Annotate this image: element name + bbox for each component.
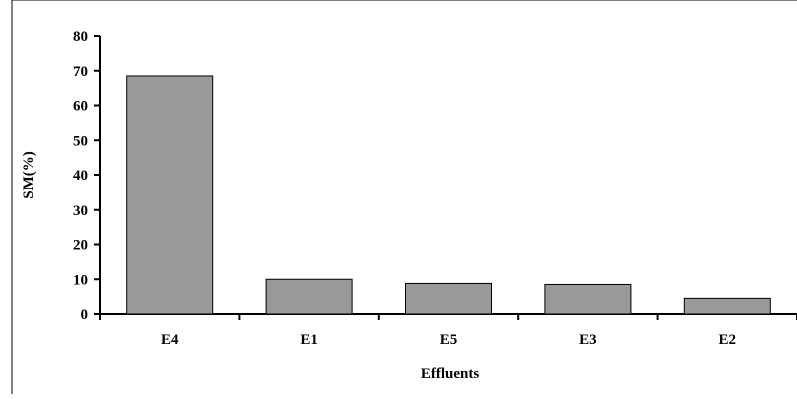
x-tick-label-E4: E4 [161,332,179,348]
bar-E2 [683,297,771,315]
y-tick-label-10: 10 [73,272,88,288]
x-tick-label-E5: E5 [440,332,458,348]
y-tick-label-40: 40 [73,168,88,184]
y-tick-label-20: 20 [73,238,88,254]
bar-E3 [544,283,632,315]
y-tick-label-80: 80 [73,29,88,45]
x-axis-title: Effluents [421,366,480,382]
x-tick-label-E3: E3 [579,332,597,348]
y-tick-label-50: 50 [73,133,88,149]
x-tick-label-E2: E2 [719,332,737,348]
y-tick-label-0: 0 [81,307,89,323]
bar-E5 [405,282,492,315]
y-tick-label-60: 60 [73,99,88,115]
x-tick-label-E1: E1 [300,332,318,348]
bar-E1 [265,278,353,315]
y-tick-label-70: 70 [73,64,88,80]
plot-area: 0 10 20 30 40 50 60 70 80 E4 E1 E5 E3 E2 [73,29,797,348]
bar-E4 [126,75,214,315]
y-tick-label-30: 30 [73,203,88,219]
y-axis-title: SM(%) [21,151,37,199]
